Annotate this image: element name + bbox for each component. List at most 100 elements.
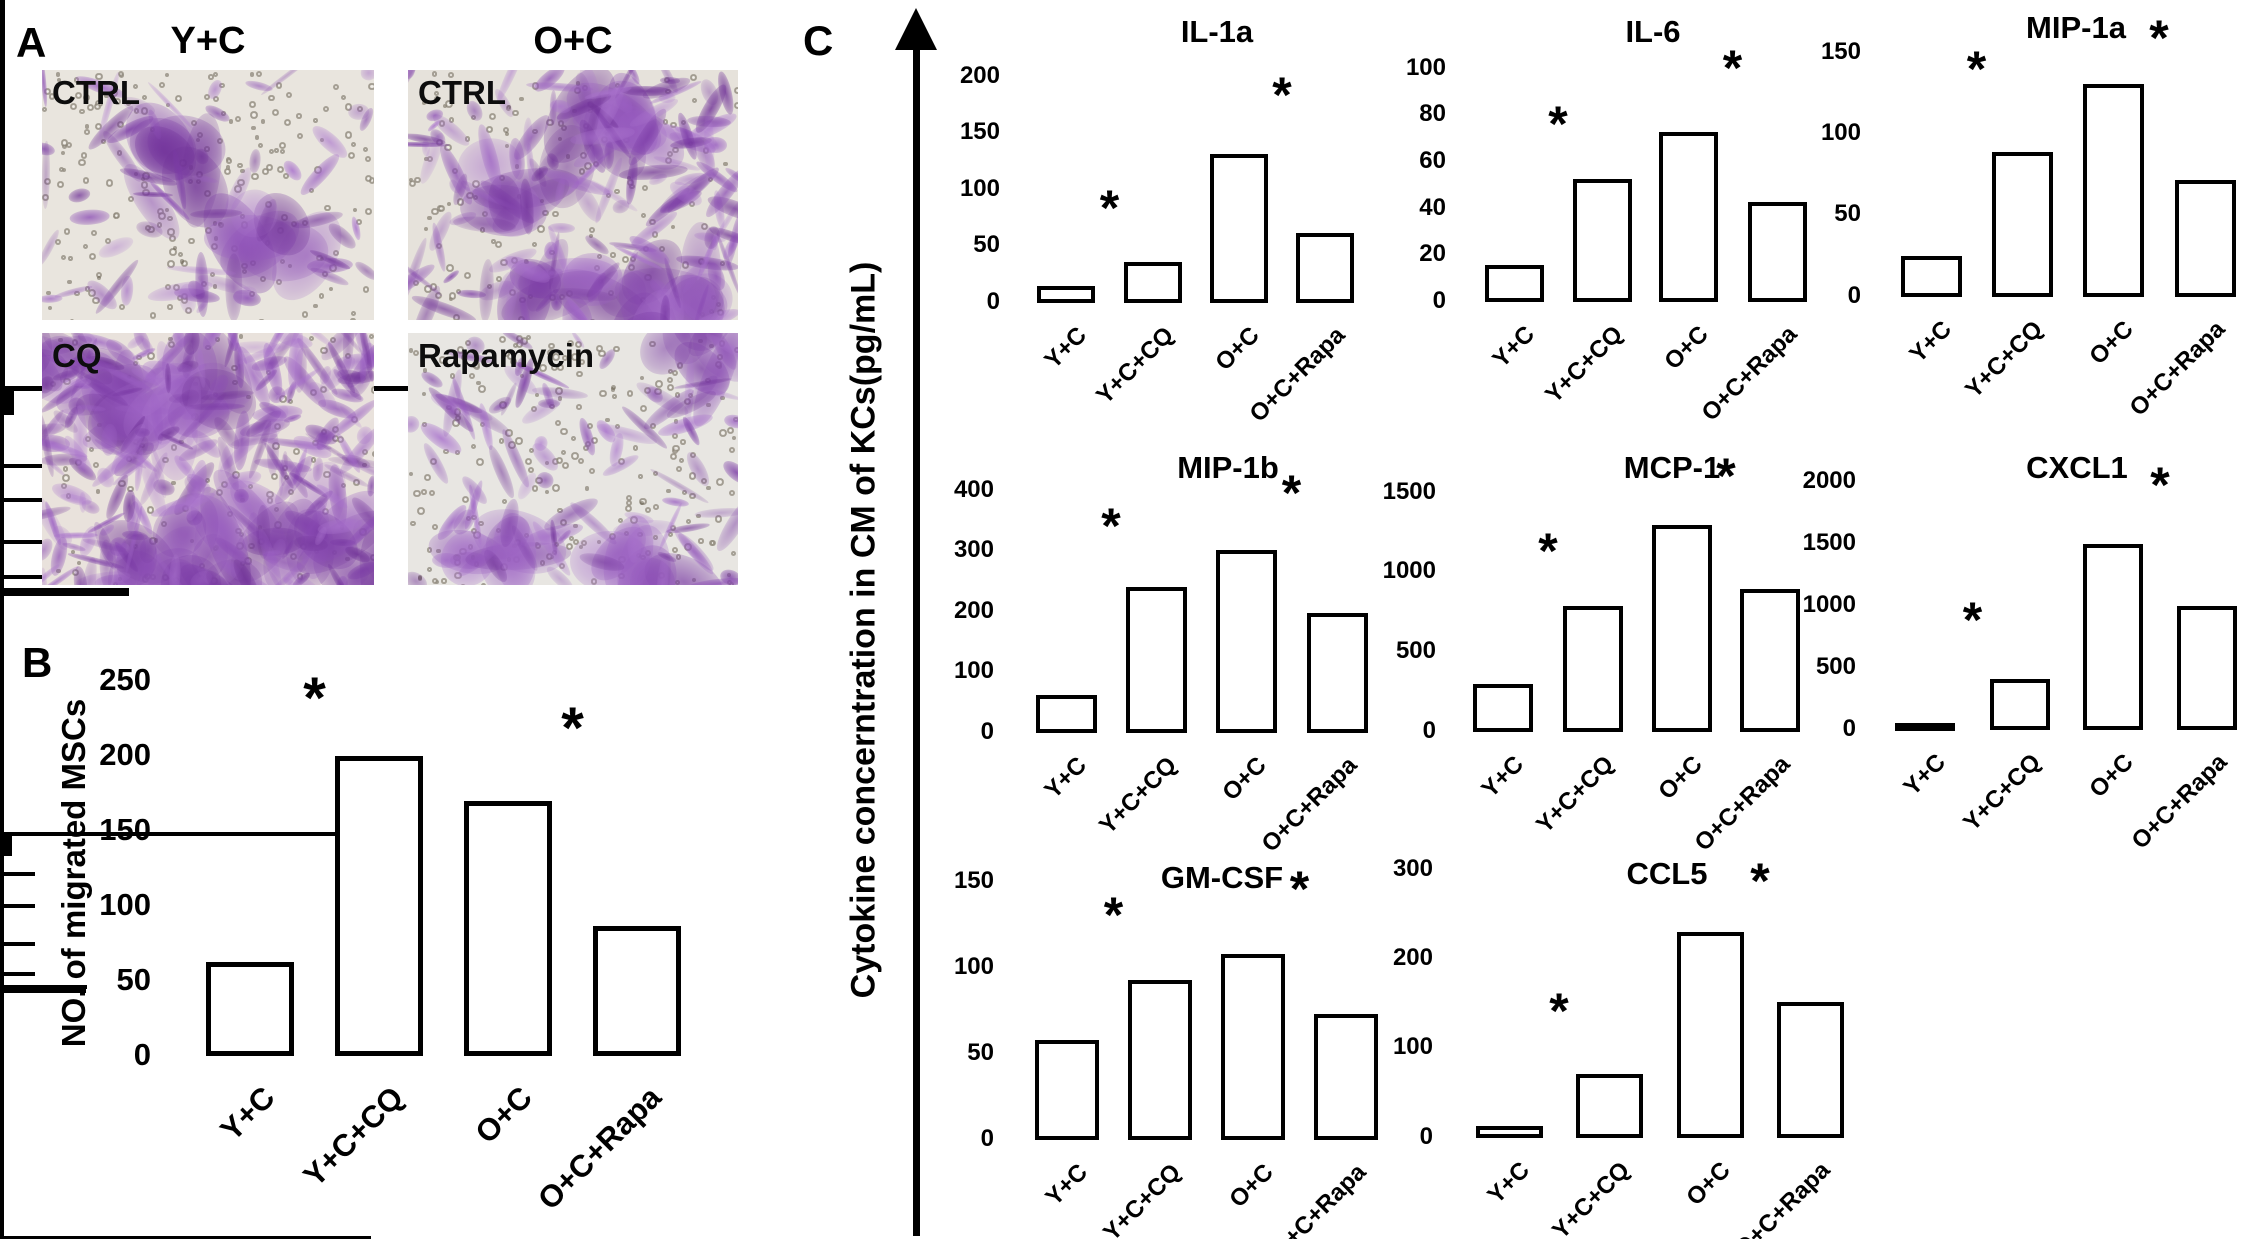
membrane-pore [56,77,61,82]
error-bar-cap [0,575,53,579]
significance-star: * [1289,860,1310,917]
error-bar-line [0,916,4,943]
y-tick-label: 200 [1392,944,1433,972]
membrane-pore [262,168,269,176]
membrane-pore [666,376,673,383]
up-arrow-head [895,8,937,50]
membrane-pore [141,94,147,100]
membrane-pore [408,179,416,188]
membrane-pore [95,489,101,494]
membrane-pore [431,71,437,77]
membrane-pore [332,84,339,91]
membrane-pore [421,100,427,106]
membrane-pore [365,208,372,215]
membrane-pore [495,241,502,249]
bar [1296,232,1354,303]
y-tick-label: 100 [959,174,1000,202]
bar [1658,131,1718,302]
y-tick [0,399,14,403]
error-bar-cap [0,497,53,502]
membrane-pore [84,129,90,135]
membrane-pore [503,351,510,357]
membrane-pore [505,131,510,137]
membrane-pore [488,112,497,121]
membrane-pore [172,245,177,250]
membrane-pore [249,101,256,108]
significance-line [0,588,129,592]
up-arrow-line [913,46,920,1236]
cell-blob [248,148,262,174]
y-tick-label: 500 [1815,652,1856,680]
cell-blob [662,495,690,508]
y-tick-label: 100 [953,657,994,685]
micrograph-label: Rapamycin [418,337,595,374]
bar [1037,286,1095,303]
membrane-pore [432,524,438,531]
membrane-pore [320,346,328,355]
membrane-pore [448,72,454,78]
membrane-pore [257,143,263,148]
membrane-pore [561,354,569,361]
error-bar-cap [0,972,35,977]
membrane-pore [362,286,369,293]
membrane-pore [260,118,266,124]
error-bar-cap [0,464,53,468]
y-tick-label: 1500 [1802,528,1856,556]
membrane-pore [524,457,533,466]
bar [1124,262,1182,303]
membrane-pore [179,259,184,264]
membrane-pore [448,117,454,123]
y-tick-label: 500 [1395,637,1436,665]
cell-blob [408,70,418,81]
y-tick-label: 0 [986,287,1000,315]
membrane-pore [330,337,337,344]
membrane-pore [208,74,214,80]
membrane-pore [719,429,728,437]
membrane-pore [76,560,81,565]
error-bar-line [0,955,4,973]
membrane-pore [464,135,471,142]
membrane-pore [55,72,61,78]
bar [593,925,681,1056]
bar [1575,1073,1643,1138]
significance-star: * [2150,457,2170,514]
bar [1563,606,1623,732]
membrane-pore [159,82,166,88]
membrane-pore [417,576,423,581]
y-tick [0,852,12,856]
membrane-pore [349,317,356,320]
membrane-pore [82,176,90,184]
membrane-pore [78,159,86,167]
x-tick [0,579,4,588]
membrane-pore [570,435,576,441]
y-tick-label: 100 [953,952,994,980]
membrane-pore [437,204,446,213]
membrane-pore [67,280,72,285]
y-tick-label: 100 [1820,119,1861,147]
membrane-pore [698,538,704,544]
bar [1035,694,1097,733]
significance-line [0,592,129,596]
membrane-pore [614,189,620,195]
membrane-pore [638,474,644,479]
membrane-pore [60,255,66,261]
membrane-pore [292,448,300,455]
chart-title: MCP-1 [1623,450,1721,485]
y-tick-label: 2000 [1802,466,1856,494]
membrane-pore [275,82,283,90]
membrane-pore [588,226,595,234]
membrane-pore [58,166,64,172]
membrane-pore [462,495,470,504]
membrane-pore [506,104,512,110]
membrane-pore [251,172,259,181]
y-tick-label: 80 [1419,100,1446,128]
bar [1475,1126,1543,1138]
micrograph-cq: CQ [42,333,374,585]
bar [1900,256,1962,297]
membrane-pore [319,385,328,394]
membrane-pore [362,463,367,468]
y-tick-label: 100 [1405,53,1446,81]
membrane-pore [468,373,475,380]
membrane-pore [414,176,421,183]
